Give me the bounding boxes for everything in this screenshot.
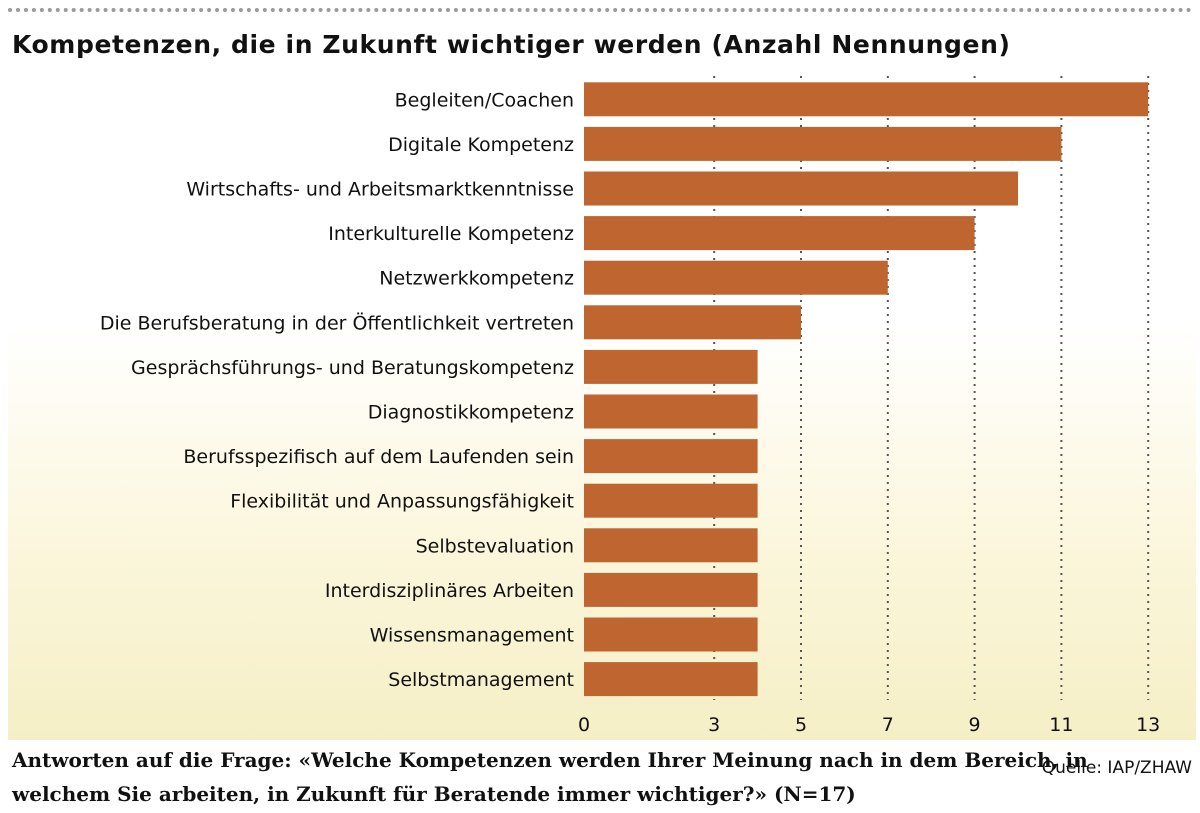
- bars: [584, 82, 1149, 697]
- x-tick-labels: 03579111315: [578, 714, 1160, 736]
- grid-lines: [713, 76, 1150, 700]
- source-note: Quelle: IAP/ZHAW: [1041, 758, 1192, 778]
- bar: [584, 572, 758, 607]
- bar: [584, 662, 758, 697]
- category-label: Selbstevaluation: [416, 535, 574, 557]
- bar: [584, 260, 888, 295]
- question-caption: Antworten auf die Frage: «Welche Kompete…: [12, 748, 1088, 806]
- bar: [584, 617, 758, 652]
- category-label: Die Berufsberatung in der Öffentlichkeit…: [100, 311, 574, 334]
- category-label: Netzwerkkompetenz: [379, 268, 574, 290]
- x-tick-label: 7: [882, 714, 894, 736]
- category-label: Wissensmanagement: [370, 625, 574, 647]
- bar: [584, 349, 758, 384]
- x-tick-label: 5: [795, 714, 807, 736]
- bar: [584, 171, 1018, 206]
- category-label: Gesprächsführungs- und Beratungskompeten…: [131, 357, 574, 379]
- category-label: Diagnostikkompetenz: [368, 402, 574, 424]
- category-label: Flexibilität und Anpassungsfähigkeit: [230, 491, 574, 513]
- bar: [584, 439, 758, 474]
- x-tick-label: 9: [969, 714, 981, 736]
- category-labels: Begleiten/Coachen Digitale Kompetenz Wirts…: [100, 89, 574, 691]
- bar: [584, 483, 758, 518]
- top-dotted-rule: [8, 8, 1192, 12]
- category-label: Digitale Kompetenz: [388, 134, 574, 156]
- category-label: Begleiten/Coachen: [395, 89, 574, 111]
- bar: [584, 216, 975, 251]
- x-tick-label: 3: [708, 714, 720, 736]
- category-label: Berufsspezifisch auf dem Laufenden sein: [183, 446, 574, 468]
- category-label: Interdisziplinäres Arbeiten: [325, 580, 574, 602]
- bar: [584, 394, 758, 429]
- category-label: Selbstmanagement: [388, 669, 574, 691]
- category-label: Interkulturelle Kompetenz: [328, 223, 574, 245]
- bar: [584, 126, 1062, 161]
- bar: [584, 528, 758, 563]
- x-tick-label: 0: [578, 714, 590, 736]
- category-label: Wirtschafts- und Arbeitsmarktkenntnisse: [186, 179, 574, 201]
- bar: [584, 82, 1149, 117]
- x-tick-label: 13: [1136, 714, 1160, 736]
- chart-title: Kompetenzen, die in Zukunft wichtiger we…: [12, 30, 1011, 59]
- x-tick-label: 11: [1049, 714, 1073, 736]
- bar: [584, 305, 801, 340]
